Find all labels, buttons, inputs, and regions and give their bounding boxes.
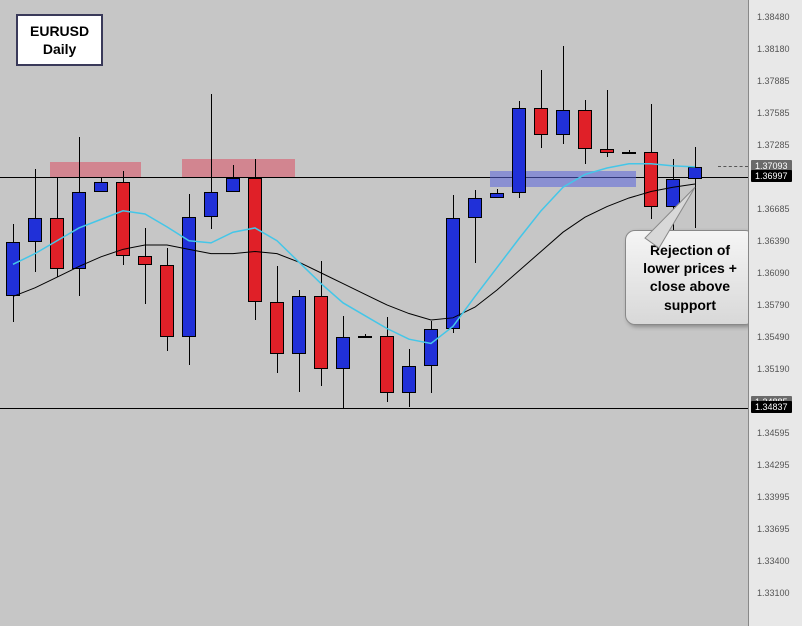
y-tick: 1.33100 xyxy=(753,588,790,598)
y-tick: 1.37285 xyxy=(753,140,790,150)
candle-wick xyxy=(145,228,146,304)
callout-line: close above xyxy=(638,277,742,295)
candle-wick xyxy=(607,90,608,157)
y-tick: 1.35190 xyxy=(753,364,790,374)
callout-box: Rejection oflower prices +close abovesup… xyxy=(625,230,755,325)
candle-body xyxy=(600,149,614,153)
candle-body xyxy=(160,265,174,337)
title-line: EURUSD xyxy=(30,22,89,40)
candle-body xyxy=(490,193,504,198)
last-price-tick xyxy=(718,166,748,167)
y-tick: 1.34595 xyxy=(753,428,790,438)
candle-body xyxy=(512,108,526,193)
candle-body xyxy=(358,336,372,338)
y-tick: 1.36390 xyxy=(753,236,790,246)
y-tick: 1.33695 xyxy=(753,524,790,534)
price-tag: 1.36997 xyxy=(751,170,792,182)
callout-line: Rejection of xyxy=(638,241,742,259)
candle-wick xyxy=(695,147,696,228)
y-tick: 1.38180 xyxy=(753,44,790,54)
y-tick: 1.37885 xyxy=(753,76,790,86)
y-tick: 1.37585 xyxy=(753,108,790,118)
price-tag: 1.34837 xyxy=(751,401,792,413)
candle-body xyxy=(424,329,438,366)
chart-container: Rejection oflower prices +close abovesup… xyxy=(0,0,802,626)
candle-body xyxy=(116,182,130,256)
candle-body xyxy=(6,242,20,297)
y-tick: 1.35490 xyxy=(753,332,790,342)
price-zone xyxy=(50,162,141,177)
candle-body xyxy=(578,110,592,149)
support-line xyxy=(0,408,748,409)
candle-body xyxy=(204,192,218,218)
candle-body xyxy=(666,179,680,207)
candle-body xyxy=(50,218,64,268)
callout-line: support xyxy=(638,296,742,314)
candle-body xyxy=(446,218,460,328)
candle-body xyxy=(138,256,152,266)
y-axis: 1.38480 1.38180 1.37885 1.37585 1.37285 1.366… xyxy=(748,0,802,626)
price-zone xyxy=(182,159,295,176)
candle-body xyxy=(28,218,42,242)
candle-body xyxy=(688,167,702,179)
candle-body xyxy=(314,296,328,369)
candle-body xyxy=(556,110,570,135)
candle-body xyxy=(292,296,306,354)
plot-area: Rejection oflower prices +close abovesup… xyxy=(0,0,748,626)
candle-body xyxy=(622,152,636,154)
candle-body xyxy=(644,152,658,207)
y-tick: 1.33995 xyxy=(753,492,790,502)
candle-body xyxy=(72,192,86,269)
candle-body xyxy=(402,366,416,393)
candle-body xyxy=(380,336,394,393)
y-tick: 1.34295 xyxy=(753,460,790,470)
callout-line: lower prices + xyxy=(638,259,742,277)
candle-body xyxy=(336,337,350,369)
chart-title-box: EURUSDDaily xyxy=(16,14,103,66)
y-tick: 1.38480 xyxy=(753,12,790,22)
y-tick: 1.33400 xyxy=(753,556,790,566)
candle-body xyxy=(270,302,284,354)
candle-body xyxy=(248,178,262,302)
candle-body xyxy=(226,178,240,192)
candle-body xyxy=(182,217,196,337)
title-line: Daily xyxy=(30,40,89,58)
y-tick: 1.35790 xyxy=(753,300,790,310)
candle-body xyxy=(94,182,108,192)
y-tick: 1.36090 xyxy=(753,268,790,278)
y-tick: 1.36685 xyxy=(753,204,790,214)
candle-body xyxy=(468,198,482,218)
candle-body xyxy=(534,108,548,135)
